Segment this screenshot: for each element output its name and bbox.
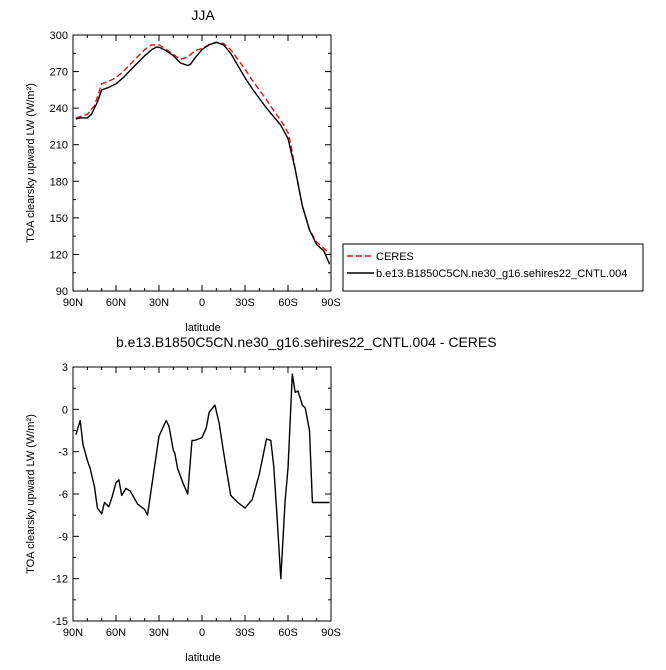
y-axis-label-bottom-text: TOA clearsky upward LW (W/m²) xyxy=(25,414,37,574)
y-tick-label: 0 xyxy=(62,404,68,416)
chart-panel-top: JJA 90 120 150 180 210 240 270 300 90N 60N 30N 0 30S… xyxy=(25,7,341,334)
x-tick-label: 60N xyxy=(106,627,126,639)
y-tick-label: 240 xyxy=(50,103,68,115)
series-top xyxy=(75,41,331,265)
y-tick-label: -15 xyxy=(52,616,68,628)
y-tick-label: -6 xyxy=(58,489,68,501)
series-line-difference xyxy=(75,373,330,580)
plot-frame-bottom xyxy=(72,366,332,622)
y-tick-label: 180 xyxy=(50,176,68,188)
y-tick-label: -3 xyxy=(58,447,68,459)
x-tick-label: 90N xyxy=(63,627,83,639)
series-line-b-e13-b1850c5cn-ne30-g16-sehir xyxy=(75,41,331,265)
x-axis-label-top: latitude xyxy=(185,322,220,334)
y-tick-label: 90 xyxy=(56,286,68,298)
x-tick-label: 90S xyxy=(321,627,341,639)
plot-frame-top xyxy=(72,34,332,292)
x-tick-label: 30S xyxy=(235,297,255,309)
y-tick-label: 3 xyxy=(62,362,68,374)
y-tick-label: 120 xyxy=(50,249,68,261)
chart-title-bottom: b.e13.B1850C5CN.ne30_g16.sehires22_CNTL.… xyxy=(116,334,497,350)
ticks-bottom: -15 -12 -9 -6 -3 0 3 90N 60N 30N 0 30S 60S 90S xyxy=(52,362,341,639)
series-bottom xyxy=(75,373,330,580)
y-tick-label: -12 xyxy=(52,574,68,586)
ticks-top: 90 120 150 180 210 240 270 300 90N 60N 30N 0 30S 60S 9… xyxy=(50,30,341,309)
x-tick-label: 90S xyxy=(321,297,341,309)
x-tick-label: 0 xyxy=(199,627,205,639)
x-tick-label: 0 xyxy=(199,297,205,309)
legend-label-ceres: CERES xyxy=(376,251,414,263)
y-axis-label-top-text: TOA clearsky upward LW (W/m²) xyxy=(25,83,37,243)
x-tick-label: 60N xyxy=(106,297,126,309)
x-tick-label: 30S xyxy=(235,627,255,639)
chart-panel-bottom: b.e13.B1850C5CN.ne30_g16.sehires22_CNTL.… xyxy=(25,334,497,664)
x-tick-label: 30N xyxy=(149,627,169,639)
x-tick-label: 90N xyxy=(63,297,83,309)
chart-title-top: JJA xyxy=(191,7,215,23)
y-axis-label-bottom: TOA clearsky upward LW (W/m²) xyxy=(25,414,37,574)
y-tick-label: 270 xyxy=(50,67,68,79)
y-tick-label: -9 xyxy=(58,531,68,543)
legend-label-model: b.e13.B1850C5CN.ne30_g16.sehires22_CNTL.… xyxy=(376,268,627,280)
y-tick-label: 150 xyxy=(50,213,68,225)
legend-box xyxy=(342,243,644,292)
series-line-ceres xyxy=(75,41,331,254)
y-tick-label: 300 xyxy=(50,30,68,42)
y-axis-label-top: TOA clearsky upward LW (W/m²) xyxy=(25,83,37,243)
legend: CERES b.e13.B1850C5CN.ne30_g16.sehires22… xyxy=(342,243,644,292)
x-axis-label-bottom: latitude xyxy=(185,652,220,664)
x-tick-label: 60S xyxy=(278,297,298,309)
y-tick-label: 210 xyxy=(50,140,68,152)
x-tick-label: 30N xyxy=(149,297,169,309)
x-tick-label: 60S xyxy=(278,627,298,639)
